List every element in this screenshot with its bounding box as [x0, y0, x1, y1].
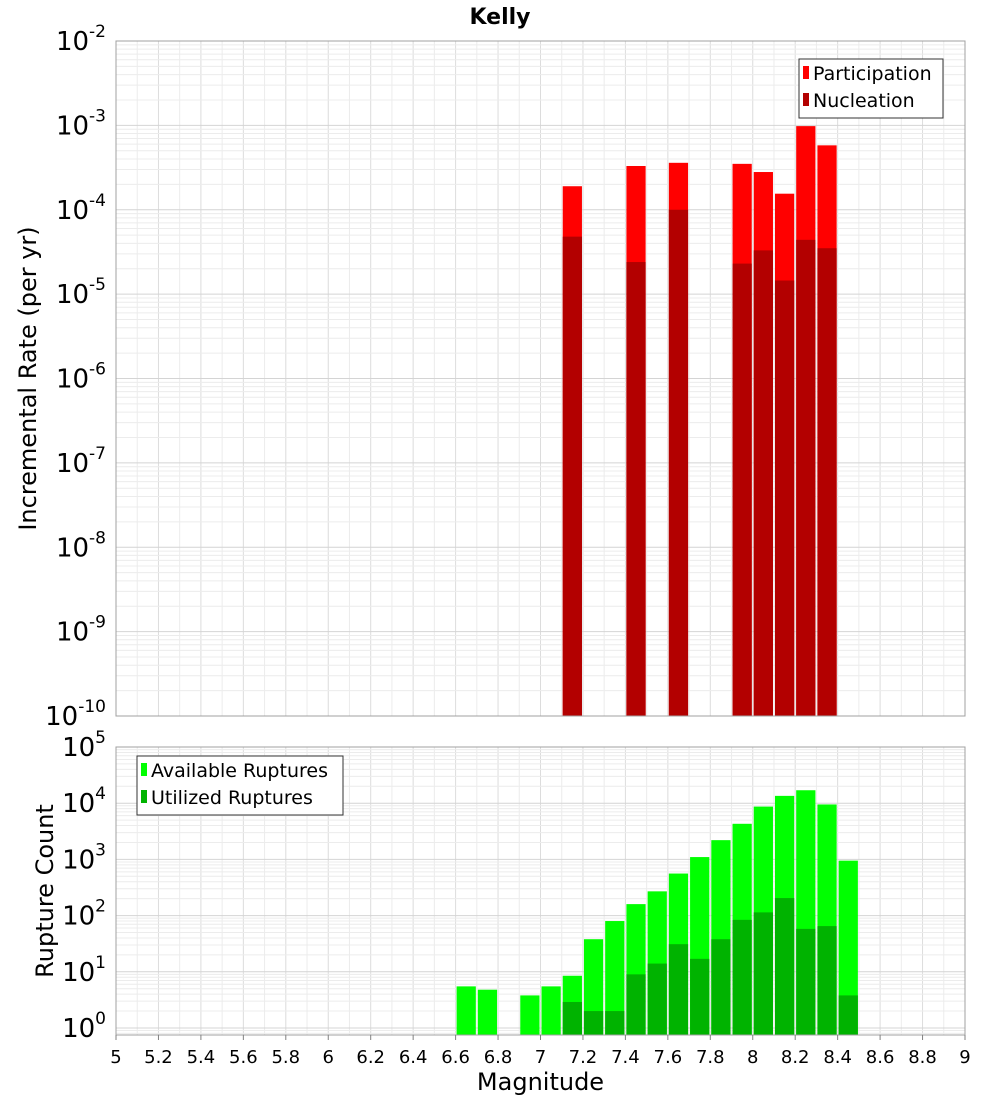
- rate-ytick-label: 10-3: [56, 106, 106, 141]
- count-xtick-label: 5.4: [187, 1047, 216, 1068]
- count-ytick-label: 100: [62, 1009, 106, 1044]
- count-legend: Available Ruptures Utilized Ruptures: [136, 755, 344, 816]
- rate-plot-border: [115, 40, 966, 717]
- rate-bar-nucleation: [626, 262, 646, 716]
- count-bar-available-ruptures: [456, 986, 476, 1035]
- rate-bar-nucleation: [562, 236, 582, 716]
- count-bar-utilized-ruptures: [605, 1011, 625, 1035]
- rate-bar-nucleation: [732, 263, 752, 716]
- rate-bar-nucleation: [817, 248, 837, 717]
- count-xtick-label: 9: [959, 1047, 970, 1068]
- count-bar-utilized-ruptures: [562, 1001, 582, 1035]
- rate-legend: Participation Nucleation: [798, 58, 944, 119]
- rate-ytick-label: 10-8: [56, 528, 106, 563]
- rate-bar-nucleation: [774, 280, 795, 716]
- count-ytick-label: 104: [62, 784, 106, 819]
- count-ylabel: Rupture Count: [31, 804, 59, 978]
- count-xtick-label: 5.6: [229, 1047, 258, 1068]
- count-xlabel: Magnitude: [477, 1068, 604, 1096]
- count-xtick-label: 6: [323, 1047, 334, 1068]
- rate-bar-nucleation: [668, 209, 689, 716]
- count-bar-utilized-ruptures: [753, 912, 773, 1035]
- count-xtick-label: 8: [747, 1047, 758, 1068]
- count-xtick-label: 6.2: [356, 1047, 385, 1068]
- rate-legend-label: Nucleation: [813, 90, 915, 112]
- count-bar-available-ruptures: [477, 989, 498, 1035]
- count-bar-available-ruptures: [605, 921, 625, 1035]
- count-legend-label: Utilized Ruptures: [151, 787, 313, 809]
- rate-ytick-label: 10-6: [56, 360, 106, 395]
- rate-ytick-label: 10-10: [45, 697, 106, 732]
- rate-ytick-label: 10-7: [56, 444, 106, 479]
- count-bar-available-ruptures: [520, 995, 540, 1035]
- count-bar-available-ruptures: [838, 860, 858, 1035]
- count-ytick-label: 102: [62, 897, 106, 932]
- rate-bar-nucleation: [796, 239, 816, 716]
- count-bar-utilized-ruptures: [668, 944, 689, 1035]
- rate-legend-swatch: [803, 93, 809, 106]
- count-xtick-label: 8.4: [823, 1047, 852, 1068]
- chart-title: Kelly: [469, 5, 530, 30]
- rate-legend-label: Participation: [813, 63, 932, 85]
- count-xtick-label: 5.8: [271, 1047, 300, 1068]
- count-bar-utilized-ruptures: [732, 919, 752, 1035]
- count-bar-utilized-ruptures: [626, 974, 646, 1035]
- count-legend-box: [136, 755, 344, 816]
- count-legend-label: Available Ruptures: [151, 760, 328, 782]
- count-legend-swatch: [141, 790, 147, 803]
- count-bar-utilized-ruptures: [690, 958, 710, 1035]
- rate-ytick-label: 10-2: [56, 22, 106, 57]
- count-bar-available-ruptures: [541, 986, 561, 1035]
- count-bar-utilized-ruptures: [774, 898, 795, 1035]
- count-legend-swatch: [141, 763, 147, 776]
- count-ytick-label: 103: [62, 840, 106, 875]
- rupture-count-panel: 100 101 102 103 104 105 Rupture Count 5 5.2 5.4 5.…: [31, 728, 971, 1096]
- count-xtick-label: 7.6: [654, 1047, 683, 1068]
- count-xtick-label: 7.2: [569, 1047, 598, 1068]
- count-bar-utilized-ruptures: [583, 1011, 604, 1035]
- count-bar-available-ruptures: [583, 939, 604, 1035]
- rate-ytick-label: 10-4: [56, 191, 106, 226]
- rate-ytick-label: 10-9: [56, 613, 106, 648]
- count-bar-utilized-ruptures: [647, 963, 667, 1035]
- count-xtick-label: 5: [110, 1047, 121, 1068]
- count-xtick-label: 8.8: [908, 1047, 937, 1068]
- count-xtick-label: 6.4: [399, 1047, 428, 1068]
- count-xtick-label: 6.6: [441, 1047, 470, 1068]
- count-ytick-label: 101: [62, 953, 106, 988]
- count-xtick-label: 7.4: [611, 1047, 640, 1068]
- count-xtick-label: 6.8: [484, 1047, 513, 1068]
- count-ytick-label: 105: [62, 728, 106, 763]
- count-xtick-label: 8.2: [781, 1047, 810, 1068]
- rate-bar-nucleation: [753, 250, 773, 717]
- rate-ytick-label: 10-5: [56, 275, 106, 310]
- rate-legend-box: [798, 58, 944, 119]
- count-xtick-label: 7.8: [696, 1047, 725, 1068]
- count-xtick-label: 5.2: [144, 1047, 173, 1068]
- count-xtick-label: 7: [535, 1047, 546, 1068]
- count-bar-utilized-ruptures: [838, 995, 858, 1035]
- count-bar-utilized-ruptures: [817, 926, 837, 1035]
- rate-panel: 10-10 10-9 10-8 10-7 10-6 10-5 10-4 10-3 10-2 Inc…: [14, 22, 966, 732]
- count-bar-utilized-ruptures: [711, 939, 731, 1035]
- rate-ylabel: Incremental Rate (per yr): [14, 226, 42, 530]
- count-xtick-label: 8.6: [866, 1047, 895, 1068]
- count-bar-utilized-ruptures: [796, 928, 816, 1035]
- rate-legend-swatch: [803, 66, 809, 79]
